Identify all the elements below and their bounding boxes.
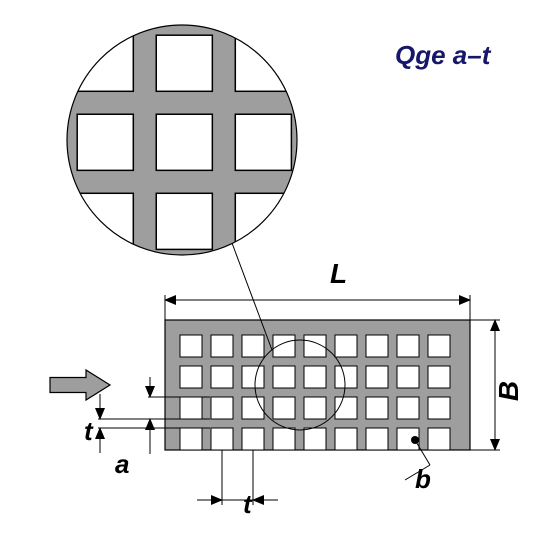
- dimension-label-b-width: B: [493, 381, 525, 401]
- dimension-label-a: a: [115, 449, 129, 480]
- direction-arrow-icon: [50, 370, 110, 400]
- dimension-t-horizontal: [197, 450, 278, 505]
- dimension-l: [165, 295, 470, 320]
- dimension-label-t-vertical: t: [84, 416, 93, 447]
- dimension-label-l: L: [330, 258, 347, 290]
- dimension-label-t-horizontal: t: [243, 489, 252, 520]
- diagram-canvas: [0, 0, 550, 550]
- diagram-title: Qge a–t: [395, 40, 490, 71]
- magnifier-view: [0, 0, 370, 328]
- label-b: b: [415, 464, 431, 495]
- perforated-panel: [165, 320, 470, 450]
